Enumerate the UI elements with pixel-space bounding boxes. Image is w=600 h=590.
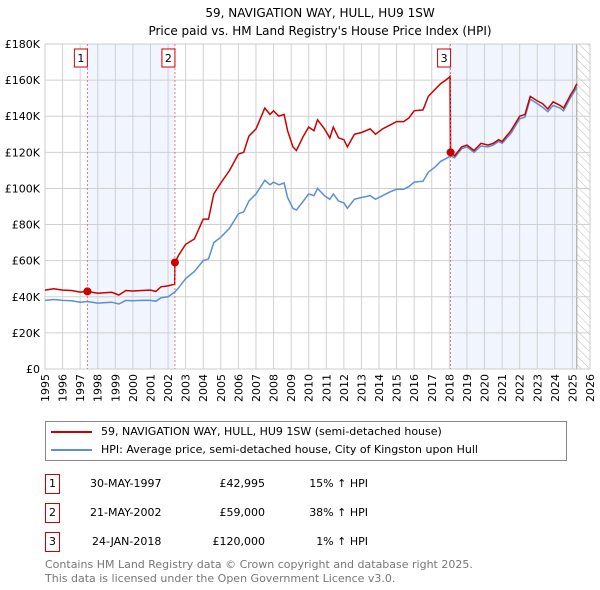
- x-tick-label: 1999: [109, 374, 122, 402]
- shaded-period-3: [450, 44, 577, 369]
- x-tick-label: 2011: [320, 374, 333, 402]
- x-tick-label: 2015: [391, 374, 404, 402]
- legend-label-hpi: HPI: Average price, semi-detached house,…: [101, 443, 478, 456]
- y-tick-label: £0: [26, 363, 40, 376]
- x-tick-label: 2013: [355, 374, 368, 402]
- y-tick-label: £60K: [12, 255, 41, 268]
- legend-swatch-hpi: [51, 449, 92, 451]
- y-tick-label: £100K: [5, 182, 41, 195]
- sale-row: 3 24-JAN-2018 £120,000 1% ↑ HPI: [0, 532, 600, 552]
- x-tick-label: 2008: [268, 374, 281, 402]
- x-tick-label: 1997: [74, 374, 87, 402]
- x-tick-label: 2002: [162, 374, 175, 402]
- plot-border: [44, 43, 591, 370]
- sale-point: [83, 287, 92, 296]
- sale-hpi-diff: 1% ↑ HPI: [316, 535, 368, 548]
- y-tick-label: £140K: [5, 110, 41, 123]
- sale-label: 1: [77, 52, 84, 65]
- chart-title: 59, NAVIGATION WAY, HULL, HU9 1SW: [205, 6, 435, 20]
- x-tick-label: 2004: [197, 374, 210, 402]
- sale-date: 24-JAN-2018: [92, 535, 162, 548]
- y-tick-label: £180K: [5, 38, 41, 51]
- sale-hpi-diff: 15% ↑ HPI: [309, 477, 368, 490]
- hpi-line: [44, 86, 578, 305]
- x-tick-label: 2007: [250, 374, 263, 402]
- footer-copyright: Contains HM Land Registry data © Crown c…: [45, 558, 473, 571]
- sale-label: 3: [441, 52, 448, 65]
- x-tick-label: 2019: [461, 374, 474, 402]
- shaded-period-1: [87, 44, 175, 369]
- footer: Contains HM Land Registry data © Crown c…: [45, 558, 473, 586]
- forecast-hatch: [576, 44, 590, 369]
- x-tick-label: 2005: [215, 374, 228, 402]
- chart-subtitle: Price paid vs. HM Land Registry's House …: [148, 24, 491, 38]
- price-paid-line: [44, 74, 578, 296]
- sale-label: 2: [165, 52, 172, 65]
- y-tick-label: £40K: [12, 291, 41, 304]
- y-tick-label: £120K: [5, 146, 41, 159]
- x-tick-label: 2003: [180, 374, 193, 402]
- sale-row: 1 30-MAY-1997 £42,995 15% ↑ HPI: [0, 474, 600, 494]
- sale-badge: 3: [45, 532, 60, 552]
- x-tick-label: 2001: [144, 374, 157, 402]
- x-tick-label: 2006: [232, 374, 245, 402]
- x-tick-label: 2018: [443, 374, 456, 402]
- legend-label-property: 59, NAVIGATION WAY, HULL, HU9 1SW (semi-…: [101, 425, 442, 438]
- legend: 59, NAVIGATION WAY, HULL, HU9 1SW (semi-…: [45, 421, 567, 461]
- chart-svg: 59, NAVIGATION WAY, HULL, HU9 1SW Price …: [5, 6, 597, 402]
- x-tick-label: 2022: [514, 374, 527, 402]
- sale-price: £120,000: [212, 535, 266, 548]
- x-tick-label: 1998: [92, 374, 105, 402]
- footer-licence: This data is licensed under the Open Gov…: [45, 572, 396, 585]
- sale-label-box: [73, 48, 88, 68]
- sale-point: [170, 258, 179, 267]
- sale-point: [446, 148, 455, 157]
- sale-badge: 2: [45, 503, 60, 523]
- sale-label-box: [161, 48, 176, 68]
- sale-date: 21-MAY-2002: [90, 506, 162, 519]
- x-tick-label: 2021: [496, 374, 509, 402]
- x-tick-label: 1996: [57, 374, 70, 402]
- x-tick-label: 2017: [426, 374, 439, 402]
- x-tick-label: 1995: [39, 374, 52, 402]
- x-tick-label: 2014: [373, 374, 386, 402]
- sale-price: £59,000: [219, 506, 266, 519]
- y-tick-label: £160K: [5, 74, 41, 87]
- sale-row: 2 21-MAY-2002 £59,000 38% ↑ HPI: [0, 503, 600, 523]
- x-tick-label: 2026: [584, 374, 597, 402]
- x-tick-label: 2020: [479, 374, 492, 402]
- legend-swatch-property: [51, 431, 92, 433]
- x-tick-label: 2012: [338, 374, 351, 402]
- y-tick-label: £20K: [12, 327, 41, 340]
- sale-badge: 1: [45, 474, 60, 494]
- x-tick-label: 2023: [531, 374, 544, 402]
- x-tick-label: 2024: [549, 374, 562, 402]
- y-tick-label: £80K: [12, 219, 41, 232]
- legend-item-hpi: HPI: Average price, semi-detached house,…: [46, 442, 566, 459]
- x-tick-label: 2009: [285, 374, 298, 402]
- sale-hpi-diff: 38% ↑ HPI: [309, 506, 368, 519]
- legend-item-property: 59, NAVIGATION WAY, HULL, HU9 1SW (semi-…: [46, 424, 566, 441]
- sale-date: 30-MAY-1997: [90, 477, 162, 490]
- x-tick-label: 2025: [566, 374, 579, 402]
- x-tick-label: 2016: [408, 374, 421, 402]
- sale-price: £42,995: [219, 477, 266, 490]
- x-tick-label: 2010: [303, 374, 316, 402]
- x-tick-label: 2000: [127, 374, 140, 402]
- sale-label-box: [437, 48, 452, 68]
